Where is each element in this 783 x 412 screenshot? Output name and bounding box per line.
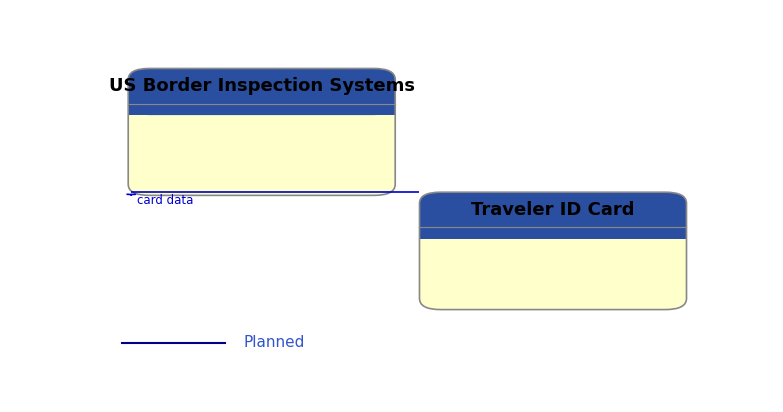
Text: card data: card data — [137, 194, 193, 207]
Text: US Border Inspection Systems: US Border Inspection Systems — [109, 77, 415, 95]
FancyBboxPatch shape — [420, 192, 687, 239]
Text: Planned: Planned — [244, 335, 305, 350]
Bar — [420, 227, 687, 239]
FancyBboxPatch shape — [128, 68, 395, 195]
FancyBboxPatch shape — [420, 192, 687, 309]
Text: Traveler ID Card: Traveler ID Card — [471, 201, 635, 219]
FancyBboxPatch shape — [128, 68, 395, 115]
Bar — [128, 104, 395, 115]
